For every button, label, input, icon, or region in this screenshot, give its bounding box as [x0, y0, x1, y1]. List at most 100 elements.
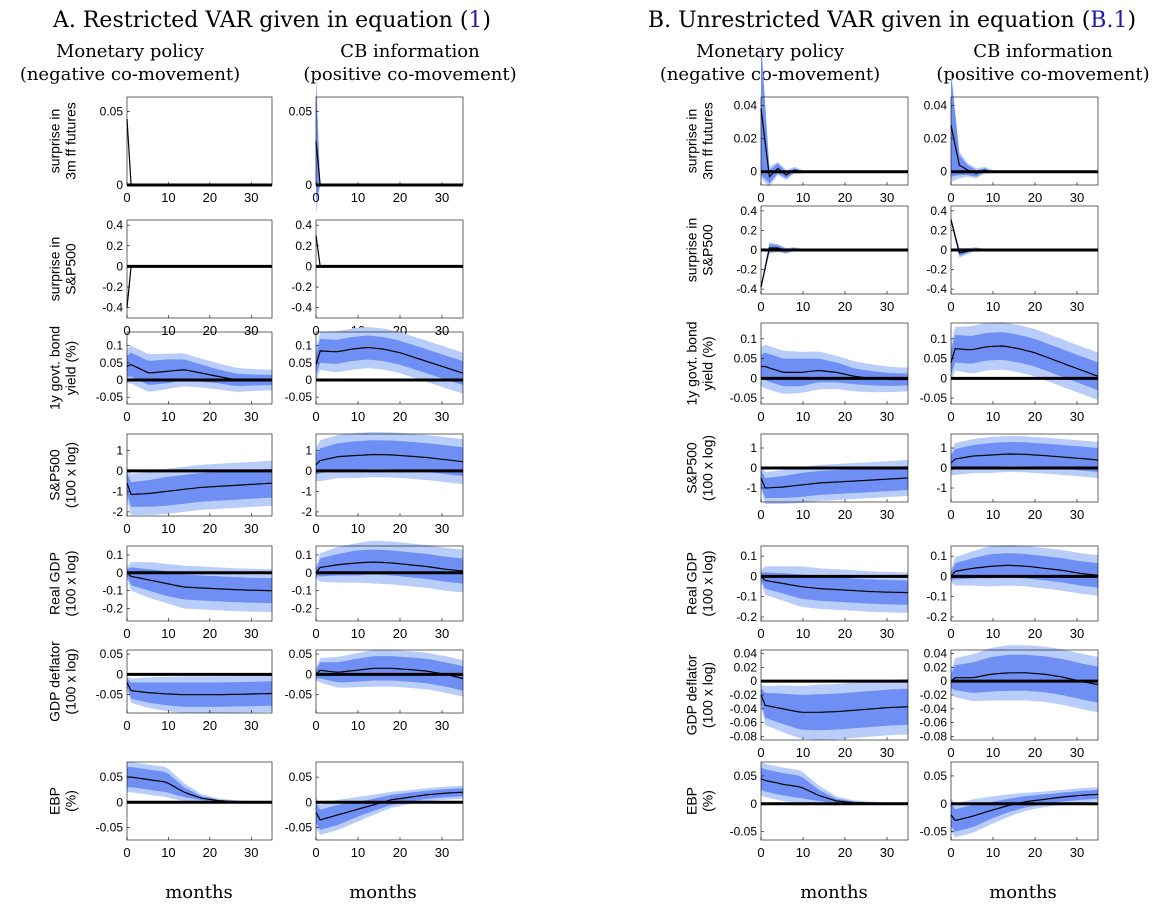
- y-tick-label: -0.05: [285, 390, 313, 404]
- inner-band: [761, 572, 908, 605]
- x-tick-label: 20: [1028, 507, 1042, 522]
- inner-band: [951, 553, 1098, 588]
- x-tick-label: 10: [351, 409, 365, 424]
- x-tick-label: 10: [986, 626, 1000, 641]
- x-tick-label: 30: [435, 845, 449, 860]
- y-tick-label: -0.2: [736, 263, 757, 277]
- panel-a-equation-ref[interactable]: 1: [468, 8, 482, 33]
- x-tick-label: 0: [757, 745, 764, 760]
- y-tick-label: 0: [116, 667, 123, 681]
- x-tick-label: 20: [393, 190, 407, 205]
- x-tick-label: 0: [757, 626, 764, 641]
- x-tick-label: 0: [312, 190, 319, 205]
- y-tick-label: -0.2: [926, 610, 947, 624]
- median-line: [315, 791, 464, 821]
- y-tick-label: 0.1: [740, 549, 757, 563]
- subplot-surprise-in-a_cb: 0 0.05 0 10 20 30: [289, 67, 464, 215]
- y-tick-label: 0: [116, 566, 123, 580]
- x-tick-label: 10: [986, 845, 1000, 860]
- row-label: surprise inS&P500: [47, 237, 79, 302]
- subplot-surprise-in-b_mp: 0 0.02 0.04 0 10 20 30 surprise in3m ff futures: [684, 38, 909, 205]
- x-tick-label: 0: [947, 507, 954, 522]
- x-tick-label: 30: [244, 323, 258, 338]
- y-tick-label: 0: [940, 165, 947, 179]
- x-tick-label: 10: [161, 323, 175, 338]
- axes-box: [315, 761, 464, 841]
- y-tick-label: 0.05: [924, 769, 948, 783]
- y-tick-label: 0.05: [100, 356, 124, 370]
- axes-box: [126, 649, 273, 714]
- x-tick-label: 0: [123, 323, 130, 338]
- subplot-ebp-b_cb: -0.05 0 0.05 0 10 20 30: [920, 761, 1099, 860]
- x-tick-label: 20: [1028, 745, 1042, 760]
- y-tick-label: 0.05: [289, 356, 313, 370]
- row-label: Real GDP(100 x log): [684, 550, 716, 616]
- median-line: [760, 247, 908, 288]
- axes-box: [950, 545, 1099, 622]
- x-tick-label: 0: [757, 409, 764, 424]
- x-tick-label: 10: [986, 299, 1000, 314]
- x-tick-label: 0: [947, 745, 954, 760]
- x-tick-label: 0: [757, 190, 764, 205]
- y-tick-label: 0.4: [930, 204, 947, 218]
- x-tick-label: 10: [161, 845, 175, 860]
- y-tick-label: 0.1: [740, 332, 757, 346]
- inner-band: [127, 119, 272, 185]
- y-tick-label: 0: [940, 243, 947, 257]
- x-tick-label: 20: [838, 190, 852, 205]
- inner-band: [127, 678, 272, 707]
- y-tick-label: 0: [116, 373, 123, 387]
- subplot-surprise-in-a_mp: -0.4 -0.2 0 0.2 0.4 0 10 20 30 surprise inS&P500: [47, 218, 273, 338]
- x-tick-label: 20: [393, 718, 407, 733]
- x-tick-label: 0: [947, 845, 954, 860]
- inner-band: [316, 788, 463, 830]
- median-line: [127, 776, 272, 803]
- x-tick-label: 30: [880, 626, 894, 641]
- y-tick-label: 0: [305, 178, 312, 192]
- y-tick-label: -0.04: [730, 702, 758, 716]
- x-tick-label: 0: [312, 521, 319, 536]
- y-tick-label: 0.1: [295, 548, 312, 562]
- panel-b-equation-ref[interactable]: B.1: [1090, 8, 1127, 33]
- y-tick-label: -1: [746, 481, 757, 495]
- y-tick-label: 0.05: [289, 105, 313, 119]
- subplot-1y-govt-bond-b_mp: -0.05 0 0.05 0.1 0 10 20 30 1y govt. bondyield (…: [684, 321, 909, 424]
- x-tick-label: 10: [161, 190, 175, 205]
- subplot-gdp-deflator-a_cb: -0.05 0 0.05 0 10 20 30: [285, 647, 464, 733]
- x-tick-label: 20: [838, 409, 852, 424]
- x-tick-label: 0: [312, 409, 319, 424]
- y-tick-label: 0: [940, 797, 947, 811]
- y-tick-label: -0.2: [102, 602, 123, 616]
- inner-band: [951, 789, 1098, 832]
- y-tick-label: -0.05: [96, 820, 124, 834]
- y-tick-label: -0.1: [291, 584, 312, 598]
- y-tick-label: 0.05: [289, 647, 313, 661]
- y-tick-label: 0.4: [295, 218, 312, 232]
- x-tick-label: 30: [1070, 299, 1084, 314]
- x-tick-label: 0: [123, 718, 130, 733]
- x-tick-label: 0: [757, 507, 764, 522]
- y-tick-label: 0: [750, 569, 757, 583]
- inner-band: [951, 332, 1098, 391]
- y-tick-label: 0: [116, 795, 123, 809]
- axes-box: [315, 331, 464, 405]
- y-tick-label: 0: [750, 371, 757, 385]
- y-tick-label: 0: [305, 566, 312, 580]
- x-tick-label: 10: [161, 718, 175, 733]
- inner-band: [951, 442, 1098, 472]
- y-tick-label: -0.1: [926, 590, 947, 604]
- x-tick-label: 0: [312, 845, 319, 860]
- y-tick-label: -0.4: [291, 301, 312, 315]
- x-tick-label: 30: [1070, 190, 1084, 205]
- x-tick-label: 0: [947, 299, 954, 314]
- y-tick-label: -0.2: [736, 610, 757, 624]
- subplot-ebp-a_cb: -0.05 0 0.05 0 10 20 30: [285, 761, 464, 860]
- x-tick-label: 10: [796, 409, 810, 424]
- y-tick-label: 0.04: [734, 98, 758, 112]
- outer-band: [951, 68, 1098, 182]
- y-tick-label: 0.2: [740, 223, 757, 237]
- axes-box: [950, 761, 1099, 841]
